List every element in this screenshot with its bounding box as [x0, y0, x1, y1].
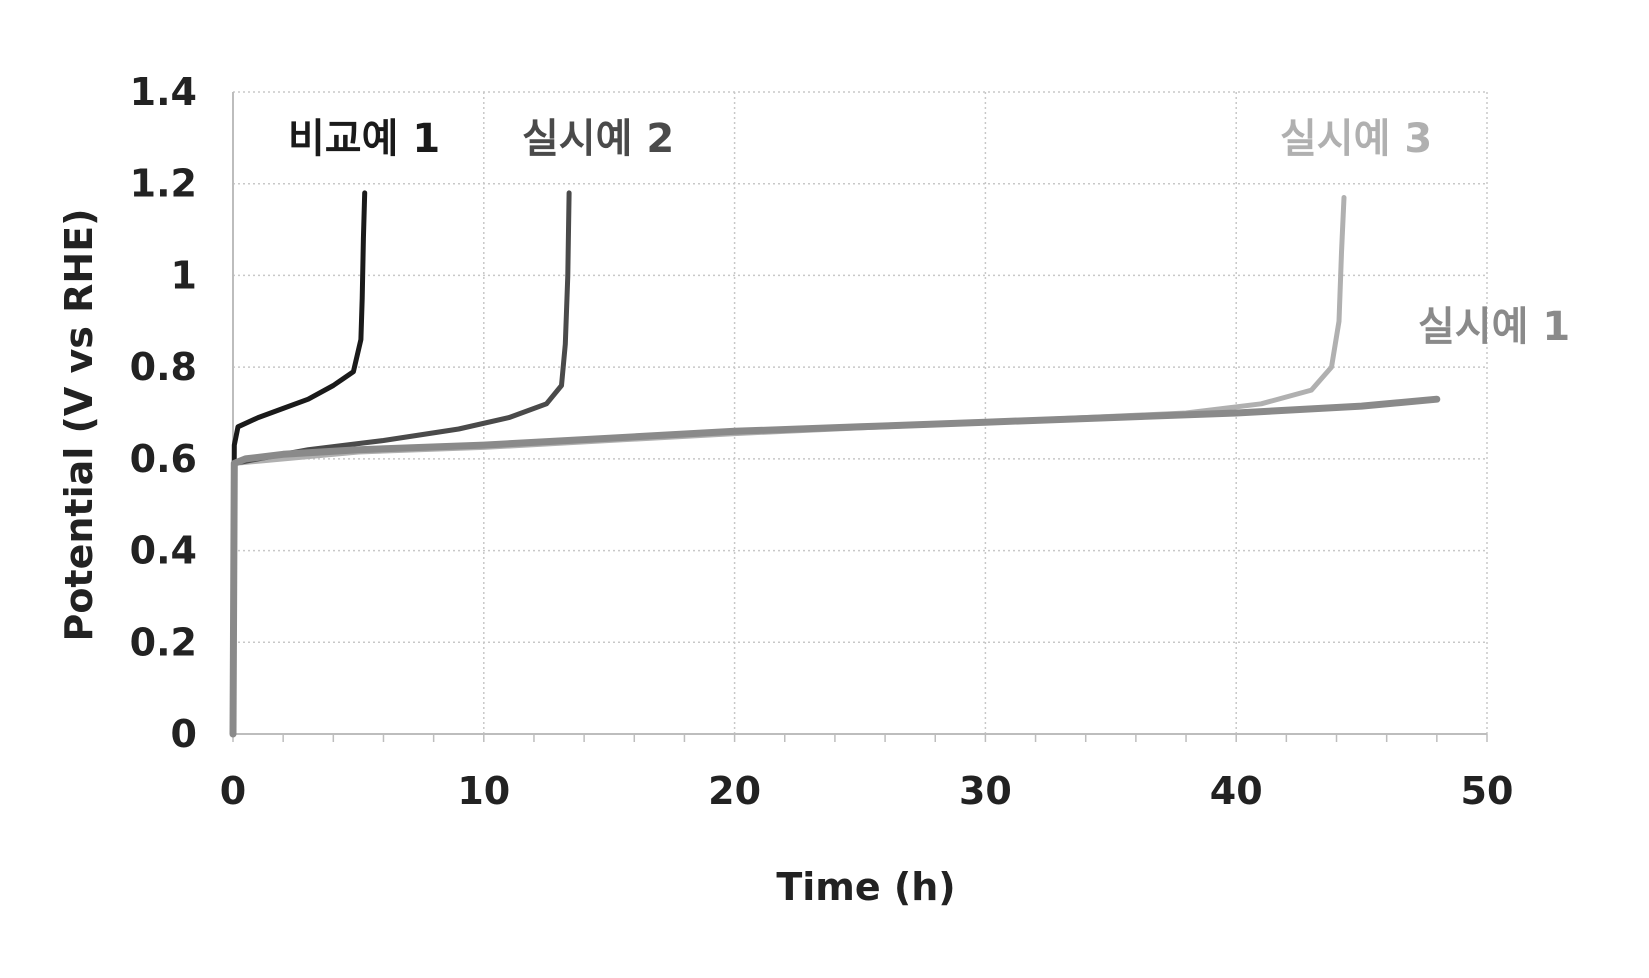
x-tick-label: 50 — [1461, 769, 1514, 813]
x-tick-label: 40 — [1210, 769, 1263, 813]
series-line-실시예-1 — [233, 399, 1437, 734]
series-line-실시예-2 — [233, 193, 569, 734]
y-axis-title: Potential (V vs RHE) — [57, 208, 101, 641]
x-tick-label: 10 — [457, 769, 510, 813]
series-label-ex2: 실시예 2 — [522, 116, 674, 162]
tick-labels: 0 0.2 0.4 0.6 0.8 1 1.2 1.4 0 10 20 30 40 50 — [130, 70, 1514, 813]
y-tick-label: 0.6 — [130, 437, 197, 481]
y-tick-label: 0.4 — [130, 529, 197, 573]
x-tick-label: 0 — [220, 769, 246, 813]
series-label-comp1: 비교예 1 — [288, 116, 440, 162]
series-layer — [233, 193, 1437, 734]
y-tick-label: 0 — [171, 712, 197, 756]
y-tick-label: 0.2 — [130, 620, 197, 664]
x-tick-label: 30 — [959, 769, 1012, 813]
x-tick-label: 20 — [708, 769, 761, 813]
y-tick-label: 0.8 — [130, 345, 197, 389]
series-label-ex1: 실시예 1 — [1418, 304, 1570, 350]
y-tick-label: 1.2 — [130, 162, 197, 206]
series-label-ex3: 실시예 3 — [1280, 116, 1432, 162]
x-axis-title: Time (h) — [776, 865, 955, 909]
y-tick-label: 1 — [171, 253, 197, 297]
axis-layer — [233, 92, 1487, 742]
series-line-실시예-3 — [233, 198, 1344, 735]
y-tick-label: 1.4 — [130, 70, 197, 114]
